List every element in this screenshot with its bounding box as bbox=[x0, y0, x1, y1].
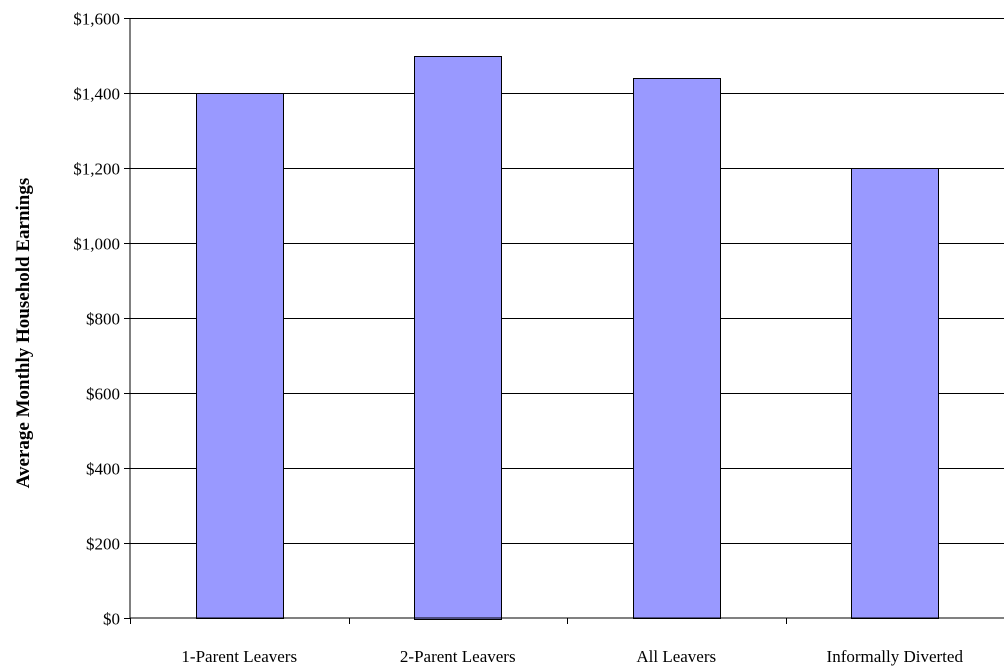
x-tick-label: 1-Parent Leavers bbox=[181, 647, 297, 666]
y-tick-label: $1,600 bbox=[73, 10, 120, 29]
y-axis-title: Average Monthly Household Earnings bbox=[13, 178, 34, 489]
y-tick-label: $600 bbox=[86, 385, 120, 404]
y-tick-label: $1,400 bbox=[73, 85, 120, 104]
y-tick-label: $1,200 bbox=[73, 160, 120, 179]
y-tick-label: $0 bbox=[103, 610, 120, 629]
bar bbox=[633, 78, 721, 619]
x-tick-label: All Leavers bbox=[636, 647, 716, 666]
x-tick-label: 2-Parent Leavers bbox=[400, 647, 516, 666]
y-ticks: $0 $200 $400 $600 $800 $1,000 $1,200 $1,400 $1,6… bbox=[73, 10, 130, 629]
y-tick-label: $800 bbox=[86, 310, 120, 329]
bars bbox=[196, 56, 939, 620]
x-tick-label: Informally Diverted bbox=[827, 647, 964, 666]
y-tick-label: $1,000 bbox=[73, 235, 120, 254]
y-tick-label: $400 bbox=[86, 460, 120, 479]
bar bbox=[414, 56, 502, 620]
bar bbox=[196, 93, 284, 619]
x-ticks: 1-Parent Leavers 2-Parent Leavers All Leav… bbox=[130, 618, 964, 666]
bar bbox=[851, 168, 939, 619]
y-tick-label: $200 bbox=[86, 535, 120, 554]
